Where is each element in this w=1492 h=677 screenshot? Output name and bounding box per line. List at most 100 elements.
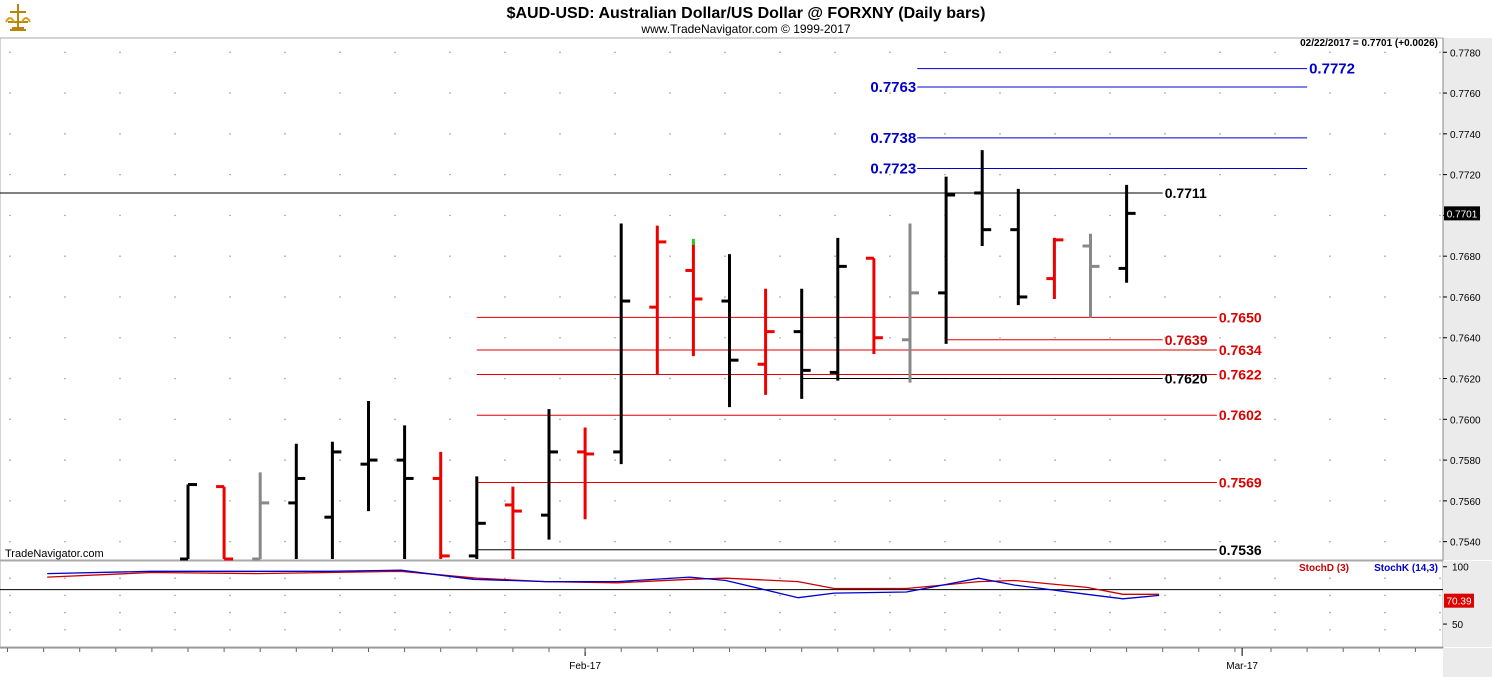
ohlc-bar [649,225,667,375]
stochastic-d-line [47,570,1160,595]
grid-dot [1384,377,1386,380]
grid-dot [999,336,1001,339]
grid-dot [724,611,726,614]
stochastic-tick-label: 50 [1452,620,1464,631]
grid-dot [779,51,781,54]
grid-dot [1219,629,1221,631]
price-tick-label: 0.7620 [1450,375,1481,386]
grid-dot [669,133,671,135]
grid-dot [9,577,11,579]
grid-dot [284,336,286,339]
last-price-marker: 0.7701 [1444,206,1480,221]
grid-dot [229,611,231,614]
grid-dot [999,173,1001,176]
grid-dot [229,594,231,597]
grid-dot [1329,214,1331,217]
grid-dot [1164,577,1166,579]
grid-dot [889,611,891,614]
grid-dot [1329,577,1331,579]
grid-dot [779,255,781,257]
level-label: 0.7763 [870,79,916,96]
chart-title: $AUD-USD: Australian Dollar/US Dollar @ … [507,5,986,22]
price-panel[interactable]: 02/22/2017 = 0.7701 (+0.0026) 0.77720.77… [0,37,1444,561]
stochastic-panel[interactable]: StochD (3) StochK (14,3) 100 50 70.39 [0,560,1492,648]
grid-dot [284,594,286,597]
grid-dot [504,133,506,135]
grid-dot [1164,255,1166,257]
ohlc-bar [757,288,775,395]
trade-navigator-logo[interactable] [3,2,33,36]
grid-dot [64,594,66,597]
time-axis[interactable]: Feb-17 Mar-17 [0,647,1492,677]
grid-dot [1384,577,1386,579]
grid-dot [1274,133,1276,135]
grid-dot [724,51,726,54]
grid-dot [229,51,231,54]
grid-dot [229,577,231,579]
grid-dot [1054,336,1056,339]
price-tick-label: 0.7680 [1450,252,1481,263]
grid-dot [449,92,451,94]
grid-dot [999,577,1001,579]
grid-dot [779,336,781,339]
grid-dot [1274,500,1276,502]
grid-dot [229,214,231,217]
grid-dot [1164,540,1166,543]
ohlc-bar [685,241,703,357]
support-resistance-levels: 0.7772 0.7763 0.7738 0.7723 0.7711 0.7650 0.76… [0,61,1355,558]
grid-dot [724,629,726,631]
stochastic-d-legend: StochD (3) [1299,563,1349,574]
grid-dot [1329,629,1331,631]
grid-dot [1329,133,1331,135]
grid-dot [1054,629,1056,631]
grid-dot [1054,51,1056,54]
grid-dot [944,51,946,54]
grid-dot [1274,611,1276,614]
grid-dot [339,336,341,339]
grid-dot [1384,629,1386,631]
grid-dot [1219,577,1221,579]
grid-dot [779,459,781,461]
grid-dot [449,459,451,461]
grid-dot [944,540,946,543]
grid-dot [174,459,176,461]
grid-dot [449,173,451,176]
grid-dot [449,214,451,217]
grid-dot [119,214,121,217]
grid-dot [504,594,506,597]
grid-dot [9,377,11,380]
ohlc-bar [793,288,811,399]
grid-dot [9,459,11,461]
grid-dot [394,577,396,579]
grid-dot [559,459,561,461]
grid-dot [9,214,11,217]
grid-dot [889,629,891,631]
grid-dot [449,377,451,380]
grid-dot [174,577,176,579]
grid-dot [1384,296,1386,298]
header: $AUD-USD: Australian Dollar/US Dollar @ … [3,2,985,36]
grid-dot [1164,594,1166,597]
level-label: 0.7634 [1219,342,1262,358]
grid-dot [669,92,671,94]
grid-dot [394,500,396,502]
grid-dot [449,51,451,54]
grid-dot [669,336,671,339]
grid-dot [834,577,836,579]
price-axis[interactable]: 0.7540 0.7560 0.7580 0.7600 0.7620 0.7640 0.76… [1442,38,1492,660]
grid-dot [1439,92,1441,94]
grid-dot [944,418,946,421]
grid-dot [559,611,561,614]
grid-dot [339,92,341,94]
grid-dot [504,336,506,339]
grid-dot [339,133,341,135]
grid-dot [1274,418,1276,421]
grid-dot [559,133,561,135]
grid-dot [889,594,891,597]
grid-dot [1274,173,1276,176]
grid-dot [449,418,451,421]
grid-dot [1329,611,1331,614]
grid-dot [1054,92,1056,94]
grid-dot [174,629,176,631]
